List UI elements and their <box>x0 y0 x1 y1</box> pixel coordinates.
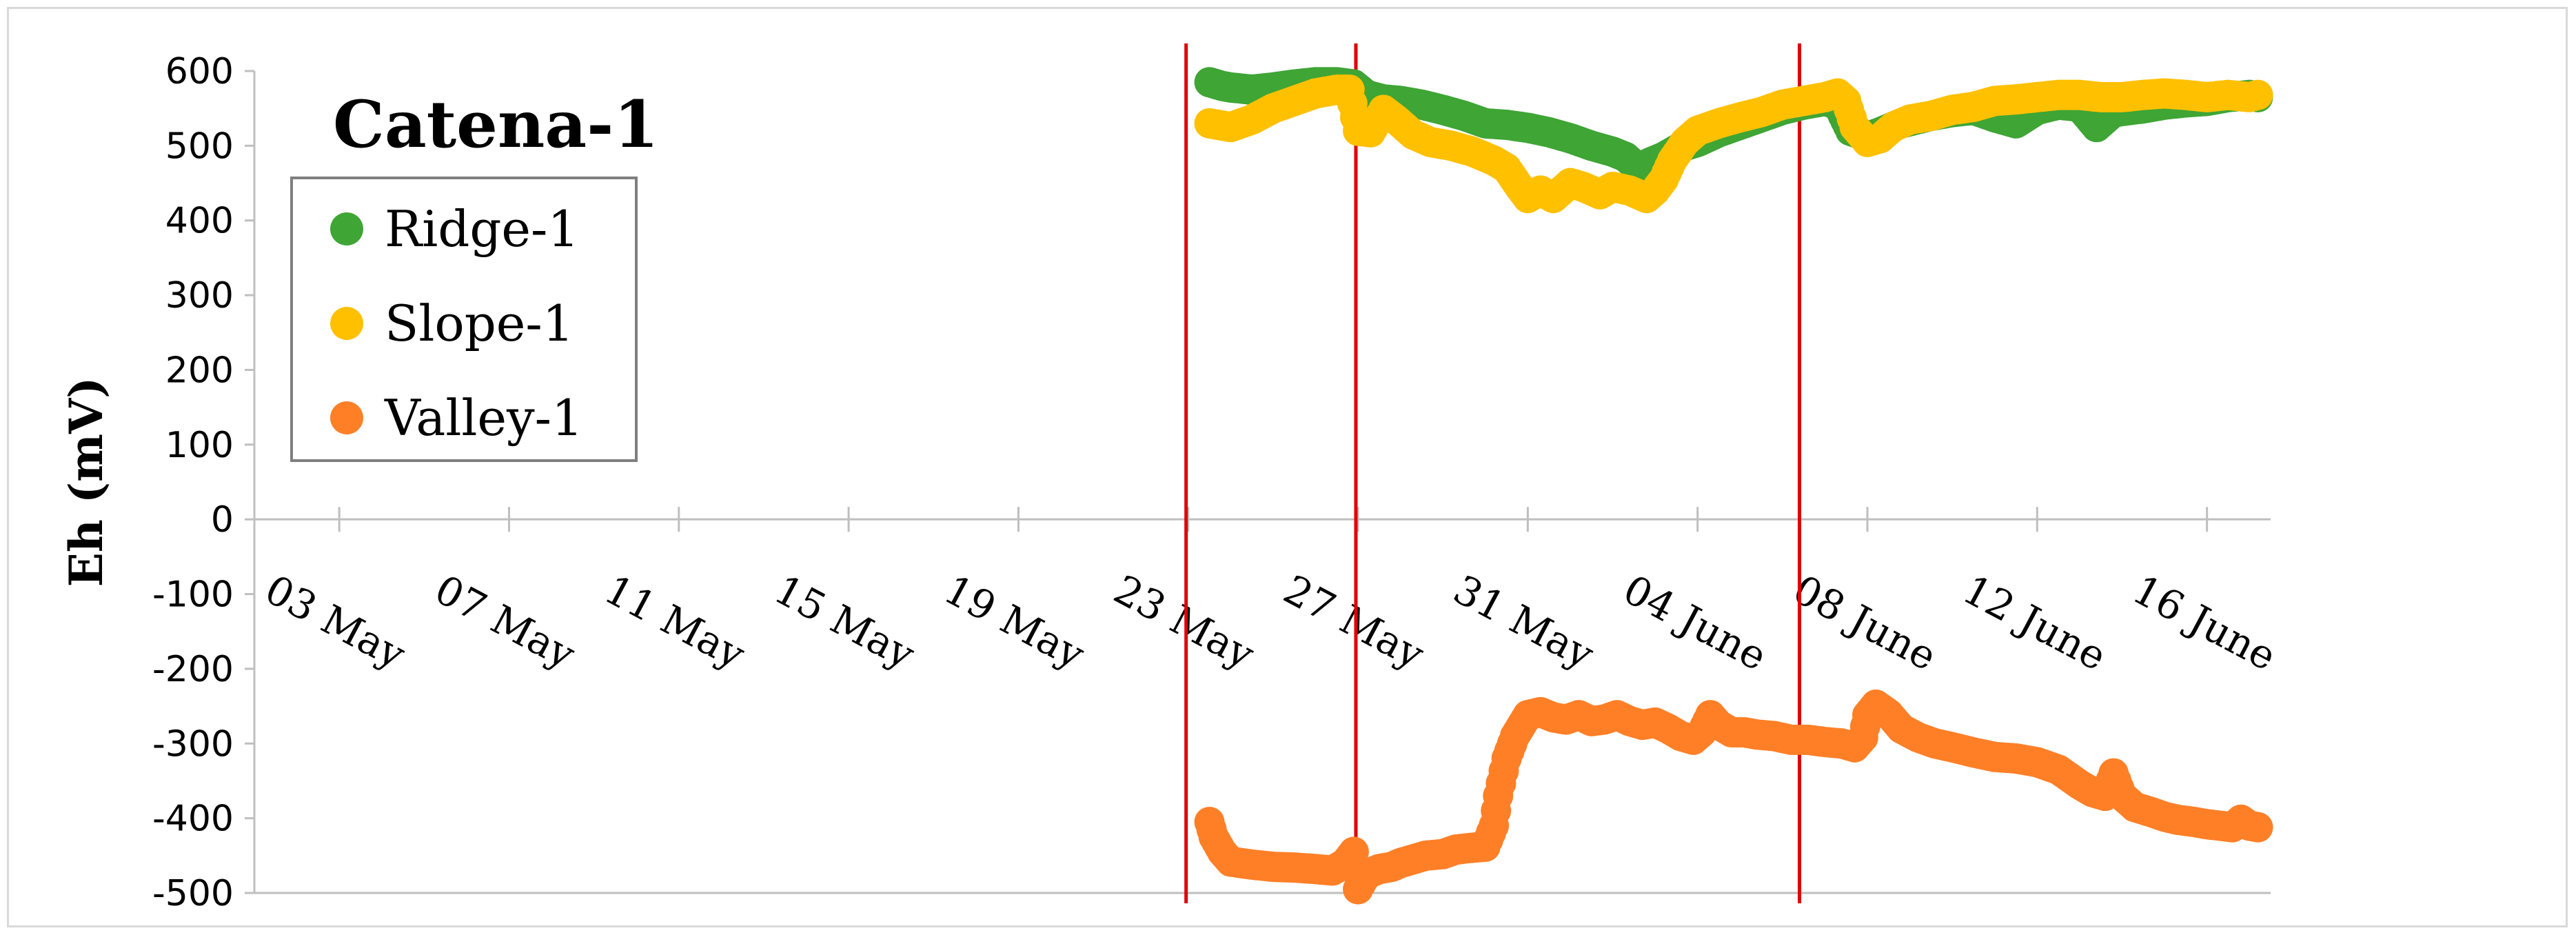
y-tick-label: 200 <box>165 350 234 391</box>
y-tick-label: 100 <box>165 425 234 466</box>
data-point <box>2242 812 2273 843</box>
y-tick-label: -400 <box>152 799 234 840</box>
event-lines <box>1184 43 1801 903</box>
series-layer <box>1194 67 2273 905</box>
y-tick-label: 600 <box>165 51 234 92</box>
chart-title: Catena-1 <box>333 87 659 163</box>
y-axis-title: Eh (mV) <box>59 377 113 588</box>
series-slope-1 <box>1194 74 2273 214</box>
legend-marker-ridge-1 <box>330 212 363 245</box>
y-tick-label: -100 <box>152 574 234 616</box>
y-tick-label: -300 <box>152 723 234 765</box>
series-valley-1 <box>1194 689 2273 905</box>
y-tick-label: -200 <box>152 649 234 690</box>
y-tick-label: -500 <box>152 873 234 914</box>
legend: Ridge-1 Slope-1 Valley-1 <box>290 177 638 462</box>
legend-marker-slope-1 <box>330 307 363 340</box>
y-tick-label: 300 <box>165 275 234 317</box>
y-tick-label: 0 <box>211 499 234 541</box>
y-axis: 600 500 400 300 200 100 0 -100 -200 -300 -400 -500 <box>152 51 256 914</box>
chart-figure: 03 May 07 May 11 May 15 May 19 May 23 May 27 M… <box>7 7 2568 927</box>
legend-marker-valley-1 <box>330 401 363 434</box>
legend-label-valley-1: Valley-1 <box>384 389 583 447</box>
legend-label-slope-1: Slope-1 <box>385 294 574 352</box>
y-tick-label: 400 <box>165 201 234 242</box>
eh-scatter-chart: 03 May 07 May 11 May 15 May 19 May 23 May 27 M… <box>59 43 2284 914</box>
y-tick-label: 500 <box>165 125 234 167</box>
data-point <box>2242 79 2273 110</box>
legend-label-ridge-1: Ridge-1 <box>385 200 579 258</box>
